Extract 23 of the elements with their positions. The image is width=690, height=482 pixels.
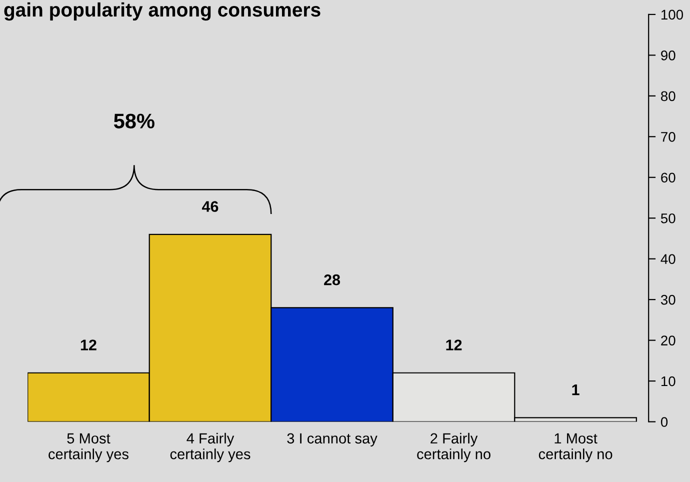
x-tick-label: 1 Most certainly no [538, 433, 612, 462]
y-tick-label: 90 [661, 50, 676, 60]
annotation: 58% [114, 114, 154, 128]
y-tick-label: 20 [661, 336, 676, 346]
x-tick-label: 4 Fairly certainly yes [170, 432, 250, 462]
y-tick-label: 80 [661, 91, 676, 102]
data-label: 1 [572, 384, 580, 396]
y-tick-label: 40 [660, 254, 676, 264]
data-label: 12 [446, 340, 462, 350]
y-tick-label: 0 [660, 417, 668, 427]
data-label: 12 [80, 340, 96, 350]
y-tick-label: 70 [661, 132, 676, 142]
data-label: 28 [324, 274, 340, 286]
y-tick-label: 100 [661, 10, 684, 20]
y-tick-label: 60 [661, 172, 676, 183]
data-label: 46 [202, 201, 218, 212]
y-tick-label: 10 [661, 376, 676, 386]
x-tick-label: 3 I cannot say [287, 433, 378, 446]
x-tick-label: 2 Fairly certainly no [417, 432, 490, 462]
y-tick-label: 50 [660, 213, 676, 224]
x-tick-label: 5 Most certainly yes [48, 433, 128, 462]
chart-title: gain popularity among consumers [4, 2, 320, 21]
y-tick-label: 30 [660, 294, 676, 305]
